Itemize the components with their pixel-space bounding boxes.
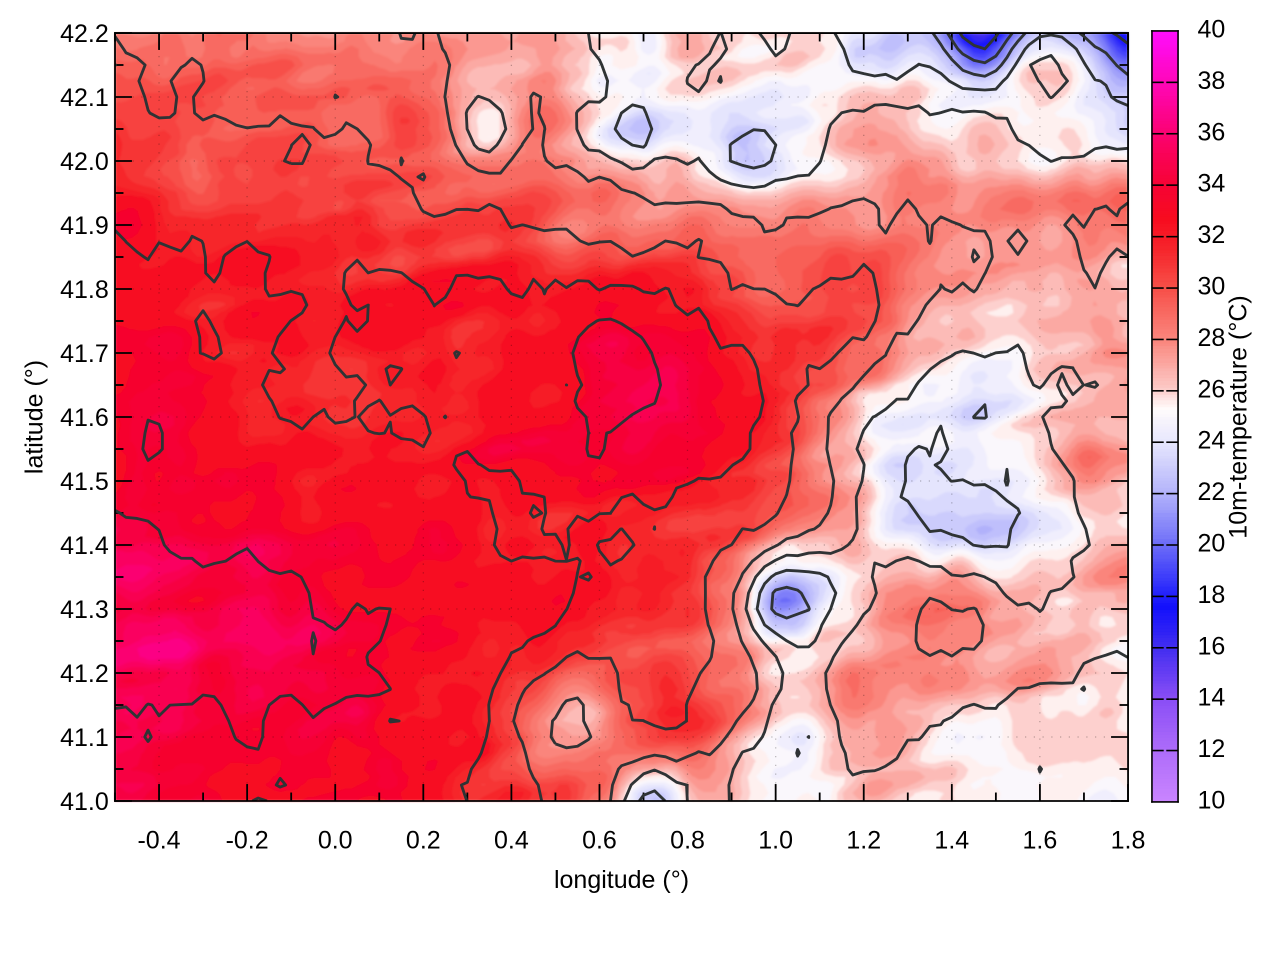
- svg-text:36: 36: [1198, 118, 1226, 146]
- svg-text:0.4: 0.4: [494, 826, 529, 854]
- svg-text:1.0: 1.0: [758, 826, 793, 854]
- svg-text:1.8: 1.8: [1111, 826, 1146, 854]
- svg-text:20: 20: [1198, 529, 1226, 557]
- svg-text:1.2: 1.2: [846, 826, 881, 854]
- svg-text:28: 28: [1198, 324, 1226, 352]
- svg-text:42.1: 42.1: [60, 84, 109, 112]
- svg-text:41.9: 41.9: [60, 212, 109, 240]
- svg-text:12: 12: [1198, 735, 1226, 763]
- svg-text:34: 34: [1198, 170, 1226, 198]
- svg-text:42.2: 42.2: [60, 20, 109, 48]
- svg-text:38: 38: [1198, 67, 1226, 95]
- svg-text:40: 40: [1198, 15, 1226, 43]
- svg-text:10: 10: [1198, 786, 1226, 814]
- svg-text:-0.4: -0.4: [137, 826, 180, 854]
- svg-text:18: 18: [1198, 581, 1226, 609]
- svg-text:22: 22: [1198, 478, 1226, 506]
- svg-text:41.4: 41.4: [60, 532, 109, 560]
- svg-text:0.2: 0.2: [406, 826, 441, 854]
- svg-text:42.0: 42.0: [60, 148, 109, 176]
- svg-text:41.3: 41.3: [60, 596, 109, 624]
- svg-text:41.2: 41.2: [60, 660, 109, 688]
- svg-text:41.7: 41.7: [60, 340, 109, 368]
- svg-text:41.8: 41.8: [60, 276, 109, 304]
- svg-text:41.1: 41.1: [60, 724, 109, 752]
- svg-text:26: 26: [1198, 375, 1226, 403]
- svg-text:longitude (°): longitude (°): [554, 866, 689, 894]
- svg-text:1.6: 1.6: [1023, 826, 1058, 854]
- svg-text:41.0: 41.0: [60, 788, 109, 816]
- svg-text:16: 16: [1198, 632, 1226, 660]
- svg-text:latitude (°): latitude (°): [20, 360, 48, 474]
- svg-text:0.8: 0.8: [670, 826, 705, 854]
- svg-text:-0.2: -0.2: [226, 826, 269, 854]
- svg-text:41.5: 41.5: [60, 468, 109, 496]
- svg-text:24: 24: [1198, 427, 1226, 455]
- svg-text:10m-temperature (°C): 10m-temperature (°C): [1224, 295, 1252, 538]
- svg-text:0.0: 0.0: [318, 826, 353, 854]
- svg-text:14: 14: [1198, 684, 1226, 712]
- svg-text:0.6: 0.6: [582, 826, 617, 854]
- svg-text:30: 30: [1198, 272, 1226, 300]
- svg-text:1.4: 1.4: [934, 826, 969, 854]
- svg-text:32: 32: [1198, 221, 1226, 249]
- svg-text:41.6: 41.6: [60, 404, 109, 432]
